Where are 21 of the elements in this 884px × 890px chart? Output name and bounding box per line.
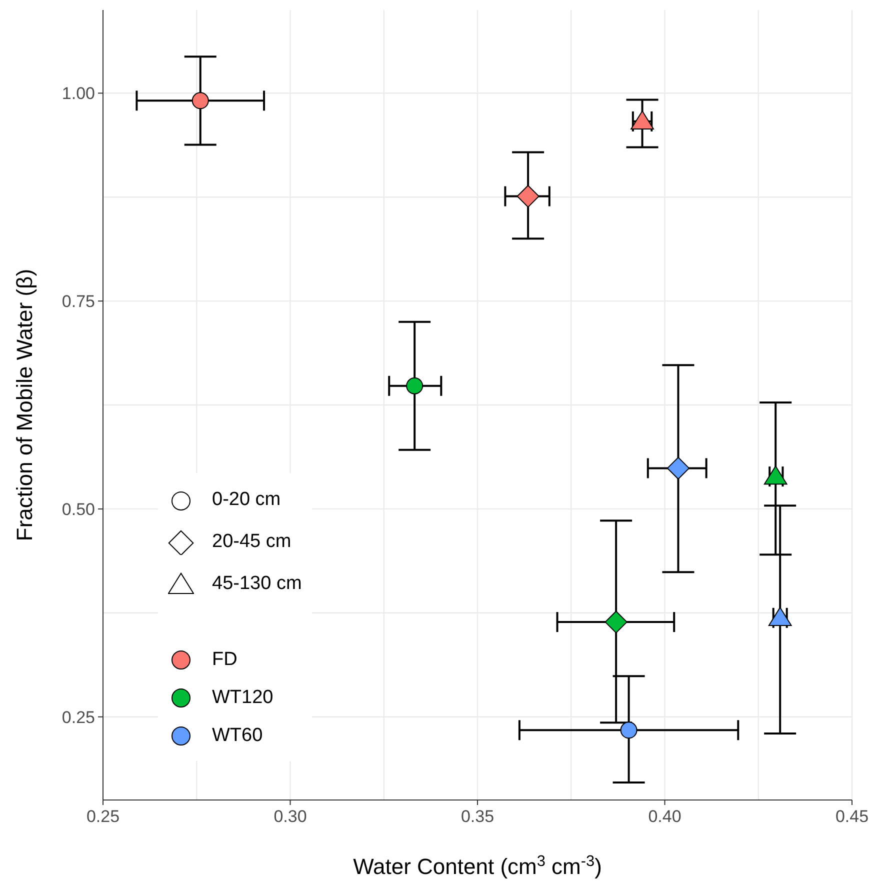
- text: 0.30: [274, 807, 307, 826]
- point: [516, 184, 540, 208]
- annotation: 0-20 cm: [212, 489, 281, 511]
- text: 1.00: [62, 84, 95, 104]
- x-axis-title: Water Content (cm$^{3}$ cm$^{-3}$): [353, 852, 602, 879]
- x-tick-label: 0.45: [835, 807, 869, 826]
- text: 0.40: [648, 807, 682, 826]
- point: [604, 610, 628, 634]
- legend-label: WT60: [212, 725, 263, 747]
- point: [768, 606, 792, 626]
- point: [666, 456, 690, 480]
- legend-label: WT120: [212, 687, 274, 709]
- y-axis-title: Fraction of Mobile Water (β): [12, 268, 37, 542]
- point: [764, 466, 788, 485]
- annotation: 45-130 cm: [212, 573, 302, 595]
- annotation: 20-45 cm: [212, 531, 292, 553]
- x-tick-label: 0.25: [86, 807, 120, 826]
- text: 0.50: [62, 500, 95, 519]
- y-tick-label: 0.75: [62, 292, 95, 312]
- x-tick-label: 0.35: [460, 807, 494, 826]
- legend-label: FD: [212, 649, 238, 671]
